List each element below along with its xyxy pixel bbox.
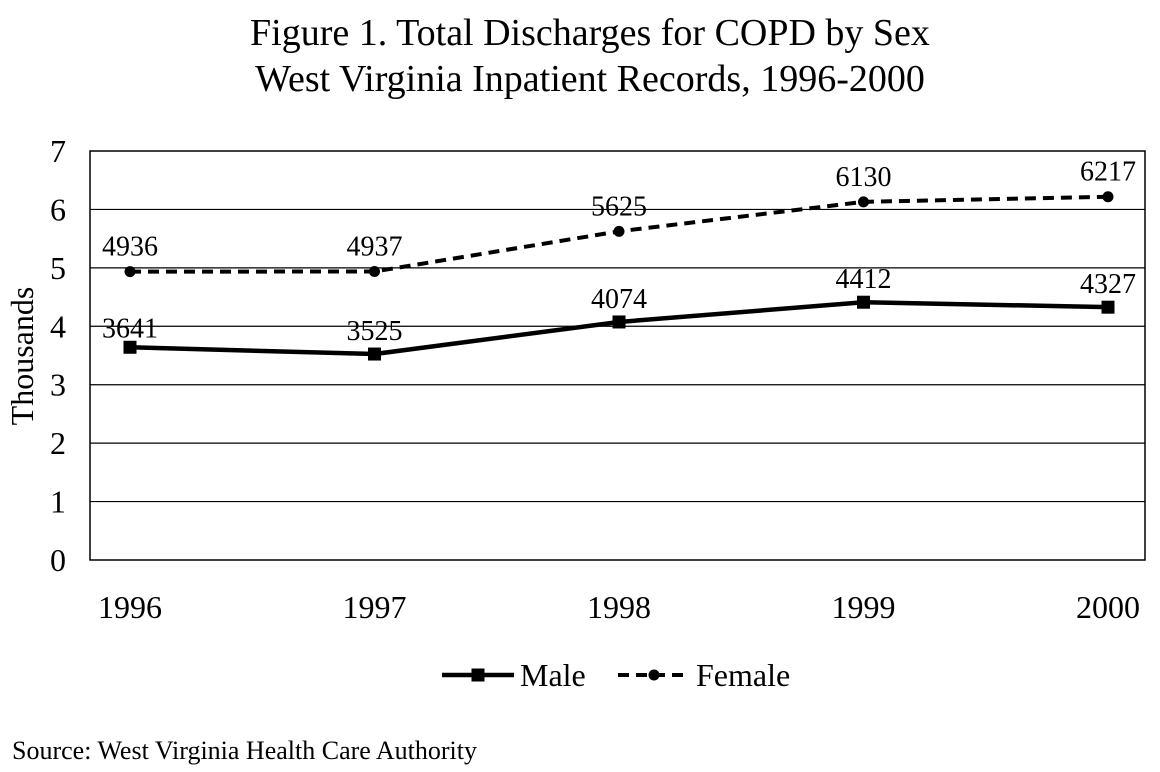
legend-label: Male	[520, 657, 586, 693]
series: 3641 3525 4074 4412 4327 4936 4937 5625 6130 6217	[102, 157, 1136, 361]
data-point	[1102, 191, 1114, 203]
data-point	[857, 295, 870, 309]
data-label: 4327	[1080, 269, 1136, 300]
data-point	[368, 347, 381, 361]
data-point	[124, 266, 136, 278]
data-label: 6130	[836, 162, 892, 193]
data-point	[858, 196, 869, 208]
legend-item-male: Male	[442, 657, 586, 693]
y-tick-label: 4	[50, 308, 66, 344]
data-label: 3641	[102, 313, 158, 344]
y-tick-label: 7	[50, 133, 66, 169]
x-axis-ticks: 1996 1997 1998 1999 2000	[98, 589, 1140, 625]
gridlines	[90, 208, 1145, 503]
data-point	[123, 340, 137, 354]
y-axis-label: Thousands	[4, 287, 40, 426]
series-male: 3641 3525 4074 4412 4327	[102, 264, 1136, 361]
x-tick-label: 1996	[98, 589, 162, 625]
data-label: 4936	[102, 232, 158, 263]
legend-marker	[471, 668, 485, 682]
x-tick-label: 1999	[832, 589, 896, 625]
y-tick-label: 1	[50, 484, 66, 520]
x-tick-label: 1998	[587, 589, 651, 625]
y-axis-ticks: 0 1 2 3 4 5 6 7	[50, 133, 66, 578]
source-note: Source: West Virginia Health Care Author…	[12, 736, 477, 765]
chart-title: Figure 1. Total Discharges for COPD by S…	[250, 12, 930, 54]
data-label: 3525	[347, 316, 403, 347]
data-point	[1101, 300, 1115, 314]
x-tick-label: 1997	[343, 589, 407, 625]
data-label: 4937	[347, 232, 403, 263]
y-tick-label: 0	[50, 542, 66, 578]
x-tick-label: 2000	[1076, 589, 1140, 625]
data-point	[369, 266, 380, 278]
chart-subtitle: West Virginia Inpatient Records, 1996-20…	[255, 58, 925, 100]
legend-marker	[648, 669, 660, 681]
legend: Male Female	[442, 657, 790, 693]
data-point	[612, 315, 626, 329]
legend-label: Female	[696, 657, 790, 693]
y-tick-label: 5	[50, 250, 66, 286]
y-tick-label: 6	[50, 191, 66, 227]
y-tick-label: 3	[50, 367, 66, 403]
plot-area	[89, 150, 1146, 561]
series-female: 4936 4937 5625 6130 6217	[102, 157, 1136, 278]
data-label: 4074	[591, 284, 647, 315]
data-label: 6217	[1080, 157, 1136, 188]
data-point	[613, 225, 625, 237]
data-label: 4412	[836, 264, 892, 295]
data-label: 5625	[591, 191, 647, 222]
y-tick-label: 2	[50, 425, 66, 461]
legend-item-female: Female	[618, 657, 790, 693]
